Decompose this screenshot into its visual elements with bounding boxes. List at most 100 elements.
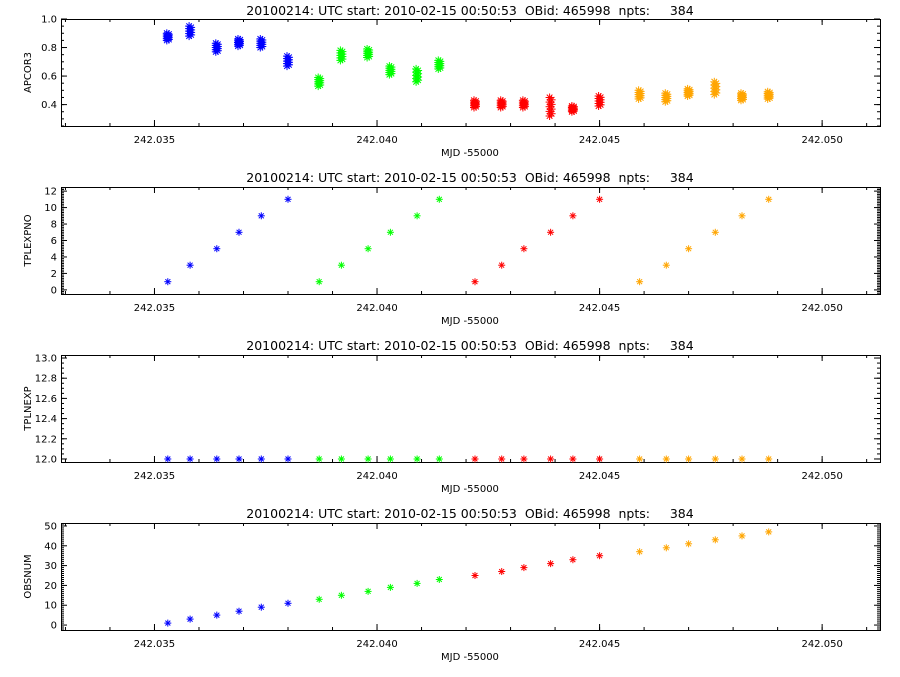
data-point [662,455,670,463]
data-point [164,278,172,286]
data-point-stroke [685,540,692,547]
data-point [662,544,670,552]
data-point [498,261,506,269]
data-point-stroke [568,102,576,110]
data-point [186,455,194,463]
data-point [364,587,372,595]
data-point-stroke [436,456,443,462]
data-point [314,73,323,82]
data-point [634,86,643,95]
data-point [471,455,479,463]
y-tick-label: 12.4 [35,414,57,425]
data-point-stroke [283,52,291,60]
data-point-stroke [258,604,265,611]
data-point [435,576,443,583]
data-point-stroke [365,588,371,595]
data-point-stroke [521,245,527,252]
data-point-stroke [412,65,420,73]
data-point-stroke [663,456,670,462]
x-tick-label: 242.040 [356,639,397,650]
data-point [385,62,394,71]
data-point-stroke [236,456,242,462]
data-point [498,455,506,463]
y-tick-label: 0.4 [41,100,57,111]
data-point [235,607,243,615]
data-point [235,228,243,236]
panel-tplexpno: 20100214: UTC start: 2010-02-15 00:50:53… [23,170,881,327]
data-point [364,455,372,463]
data-point [234,35,242,43]
data-point [636,455,644,463]
data-point-stroke [258,456,265,462]
data-point-stroke [547,229,554,236]
data-point [337,261,345,269]
data-point [710,77,719,86]
data-point [685,245,693,253]
x-tick-label: 242.035 [134,135,175,146]
data-point-stroke [187,456,193,462]
data-point-stroke [685,456,692,462]
data-point [738,455,746,463]
data-point [711,455,719,463]
x-tick-label: 242.050 [801,135,842,146]
data-point-stroke [187,616,193,622]
y-tick-label: 13.0 [35,354,57,365]
data-point-stroke [213,456,220,462]
data-point-stroke [414,456,420,462]
data-point-stroke [635,87,642,94]
data-point [765,455,773,463]
data-points [164,455,773,463]
y-tick-label: 12.0 [35,454,57,465]
data-point-stroke [257,35,264,43]
y-tick-label: 40 [44,541,57,552]
data-point [683,84,692,93]
data-point-stroke [498,456,505,462]
data-point [315,595,323,603]
data-point-stroke [546,94,553,101]
data-point-stroke [365,456,371,462]
data-point [315,278,323,286]
data-point [738,532,746,540]
y-tick-label: 0.6 [41,72,57,83]
data-point-stroke [338,456,345,462]
data-point [364,245,372,253]
data-point [235,455,243,463]
data-point [363,45,372,53]
data-point-stroke [663,262,670,269]
data-point [498,568,506,575]
x-axis-label: MJD -55000 [441,148,499,159]
y-tick-label: 0 [51,285,57,296]
data-point [164,455,172,463]
data-point-stroke [212,40,219,47]
data-point [256,35,265,43]
data-point-stroke [712,456,719,462]
axis-ticks: 242.035 242.040 242.045 242.050 0 10 20 30 40 50 [44,521,880,650]
y-tick-label: 4 [51,252,57,263]
data-point [337,591,345,599]
x-tick-label: 242.050 [801,303,842,314]
data-point [413,579,421,587]
data-point [594,92,603,100]
data-point-stroke [165,278,171,285]
y-axis-label: OBSNUM [23,554,34,598]
data-point [164,619,172,627]
data-point [412,64,421,73]
data-point-stroke [236,229,242,236]
x-tick-label: 242.050 [801,471,842,482]
data-point [337,455,345,463]
data-point [284,599,292,607]
y-tick-label: 0.8 [41,43,57,54]
data-point-stroke [365,245,371,252]
y-tick-label: 12.8 [35,374,57,385]
y-tick-label: 10 [44,203,57,214]
chart-title: 20100214: UTC start: 2010-02-15 00:50:53… [246,506,693,521]
data-point-stroke [521,564,527,571]
axis-ticks: 242.035 242.040 242.045 242.050 0 2 4 6 8 10 12 [44,187,880,314]
data-point [547,228,555,236]
data-point [284,195,292,203]
data-point-stroke [636,278,643,285]
data-point [386,583,394,591]
data-point-stroke [337,47,344,54]
data-point-stroke [163,30,171,37]
